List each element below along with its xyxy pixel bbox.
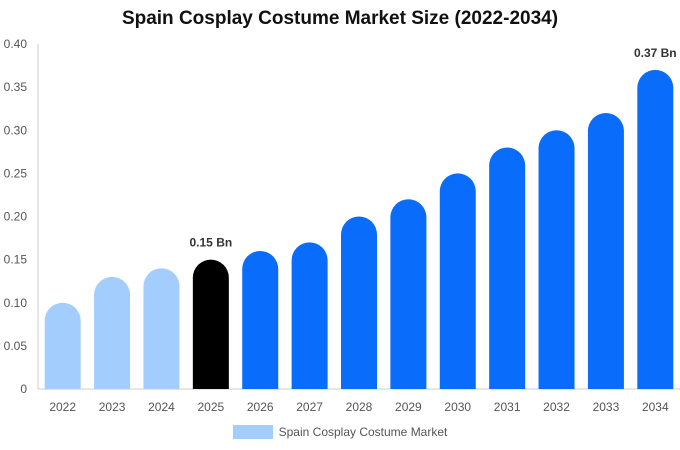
legend-label: Spain Cosplay Costume Market (278, 425, 448, 439)
data-label-2034: 0.37 Bn (634, 46, 677, 60)
bar-2027 (291, 242, 328, 389)
data-label-2025: 0.15 Bn (190, 236, 233, 250)
y-tick-label: 0.10 (4, 296, 28, 310)
x-tick-label: 2022 (49, 400, 76, 414)
x-tick-label: 2029 (395, 400, 422, 414)
x-tick-label: 2026 (247, 400, 274, 414)
bar-2034 (637, 69, 674, 389)
y-tick-label: 0 (20, 382, 27, 396)
bar-2029 (390, 199, 427, 389)
bar-2022 (44, 302, 81, 389)
x-tick-label: 2030 (444, 400, 471, 414)
x-tick-label: 2032 (543, 400, 570, 414)
y-tick-label: 0.20 (4, 210, 28, 224)
legend-swatch (232, 425, 273, 439)
x-tick-label: 2023 (99, 400, 126, 414)
x-tick-label: 2024 (148, 400, 175, 414)
chart-title: Spain Cosplay Costume Market Size (2022-… (121, 8, 559, 29)
bar-2031 (489, 147, 526, 389)
x-tick-label: 2031 (494, 400, 521, 414)
legend: Spain Cosplay Costume Market (0, 425, 680, 439)
y-tick-label: 0.15 (4, 253, 28, 267)
bar-2033 (587, 113, 624, 389)
x-tick-label: 2034 (642, 400, 669, 414)
bar-2026 (242, 251, 279, 389)
x-tick-label: 2025 (197, 400, 224, 414)
bar-2028 (341, 216, 377, 389)
bar-2023 (94, 276, 131, 389)
bar-2025 (192, 259, 229, 389)
y-tick-label: 0.05 (4, 339, 28, 353)
y-tick-label: 0.30 (4, 123, 28, 137)
x-tick-label: 2033 (593, 400, 620, 414)
y-tick-label: 0.40 (4, 37, 28, 51)
bar-2024 (143, 268, 180, 389)
bar-2030 (439, 173, 476, 389)
x-tick-label: 2027 (296, 400, 323, 414)
y-tick-label: 0.25 (4, 166, 28, 180)
x-tick-label: 2028 (346, 400, 373, 414)
bar-2032 (538, 130, 575, 390)
y-tick-label: 0.35 (4, 80, 28, 94)
